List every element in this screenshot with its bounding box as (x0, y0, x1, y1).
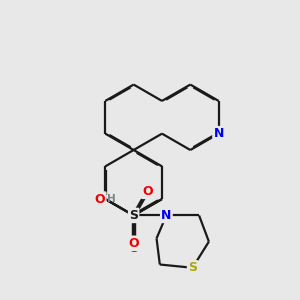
Text: O: O (128, 237, 139, 250)
Text: H: H (107, 194, 116, 204)
Text: N: N (161, 209, 172, 222)
Text: S: S (188, 261, 197, 274)
Text: S: S (129, 209, 138, 222)
Text: N: N (214, 127, 224, 140)
Text: O: O (128, 242, 139, 255)
Text: O: O (95, 193, 105, 206)
Text: O: O (142, 185, 153, 198)
